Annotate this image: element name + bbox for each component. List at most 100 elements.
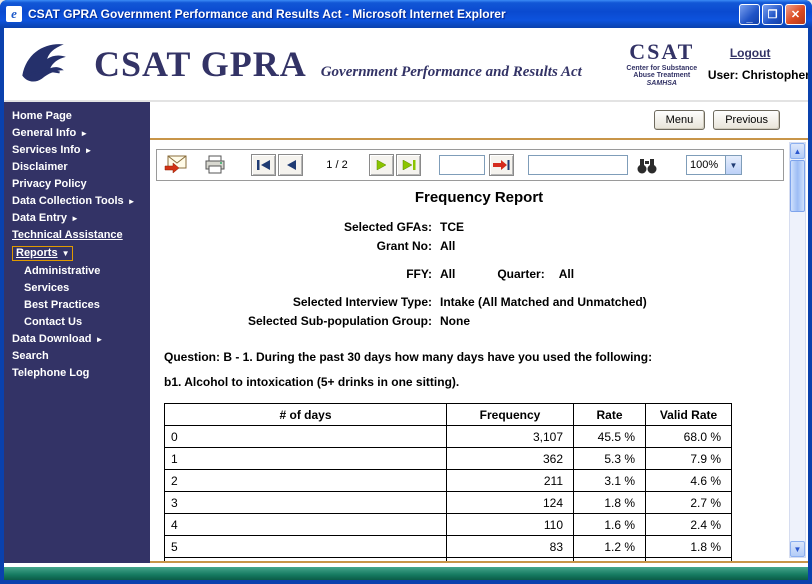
close-button[interactable]: ✕	[785, 3, 806, 25]
table-header-row: # of days Frequency Rate Valid Rate	[164, 403, 732, 426]
sidebar-item-services[interactable]: Services	[4, 280, 150, 297]
table-row: 1 362 5.3 % 7.9 %	[164, 447, 732, 470]
brand-title: CSAT GPRA	[94, 44, 307, 84]
sidebar-item-privacy-policy[interactable]: Privacy Policy	[4, 176, 150, 193]
brand-subtitle: Government Performance and Results Act	[320, 64, 582, 80]
sidebar-item-label: Administrative	[24, 265, 101, 277]
meta-subpopulation: Selected Sub-population Group: None	[164, 312, 794, 331]
csat-logo-org: SAMHSA	[646, 79, 677, 87]
cell-days: 0	[164, 425, 447, 448]
sidebar-item-contact-us[interactable]: Contact Us	[4, 314, 150, 331]
export-icon[interactable]	[163, 153, 189, 177]
ie-icon: e	[6, 6, 22, 22]
page-button-row: Menu Previous	[150, 102, 808, 138]
meta-grant-no: Grant No: All	[164, 237, 794, 256]
sidebar-item-label: Data Entry	[12, 212, 68, 224]
sidebar-item-reports[interactable]: Reports ▼	[4, 244, 150, 263]
sidebar-item-technical-assistance[interactable]: Technical Assistance	[4, 227, 150, 244]
sidebar-item-data-collection-tools[interactable]: Data Collection Tools ►	[4, 193, 150, 210]
meta-label: Selected Interview Type:	[292, 295, 432, 309]
sidebar-item-administrative[interactable]: Administrative	[4, 263, 150, 280]
minimize-button[interactable]: _	[739, 3, 760, 25]
meta-value: None	[440, 314, 470, 328]
quarter-label: Quarter:	[497, 267, 545, 281]
arrow-right-icon: ►	[80, 129, 89, 138]
goto-page-input[interactable]	[439, 155, 485, 175]
logout-link[interactable]: Logout	[729, 46, 771, 60]
print-icon[interactable]	[203, 154, 227, 176]
sidebar-item-label: Best Practices	[24, 299, 100, 311]
report-title: Frequency Report	[414, 189, 544, 206]
cell-rate: 1.6 %	[573, 513, 646, 536]
scroll-down-button[interactable]: ▼	[790, 541, 805, 557]
cell-frequency: 124	[446, 491, 574, 514]
meta-value: TCE	[440, 220, 464, 234]
window-title: CSAT GPRA Government Performance and Res…	[28, 7, 506, 21]
cell-valid-rate: 1.8 %	[645, 535, 732, 558]
prev-page-button[interactable]	[278, 154, 303, 176]
report-toolbar: 1 / 2	[156, 149, 784, 181]
zoom-select[interactable]: 100% ▼	[686, 155, 742, 175]
sidebar-item-search[interactable]: Search	[4, 348, 150, 365]
cell-rate: 1.8 %	[573, 491, 646, 514]
col-header-frequency: Frequency	[446, 403, 574, 426]
last-page-button[interactable]	[396, 154, 421, 176]
sidebar-item-label: Services	[24, 282, 70, 294]
search-text-input[interactable]	[528, 155, 628, 175]
sidebar-item-label: Search	[12, 350, 49, 362]
sidebar-item-general-info[interactable]: General Info ►	[4, 125, 150, 142]
sidebar-item-label: Privacy Policy	[12, 178, 87, 190]
cell-days: 5	[164, 535, 447, 558]
meta-selected-gfas: Selected GFAs: TCE	[164, 218, 794, 237]
scroll-thumb[interactable]	[790, 160, 805, 212]
quarter-value: All	[558, 267, 575, 281]
sidebar-item-label: General Info	[12, 127, 77, 139]
sidebar-item-home-page[interactable]: Home Page	[4, 108, 150, 125]
sidebar-item-data-entry[interactable]: Data Entry ►	[4, 210, 150, 227]
sidebar-item-disclaimer[interactable]: Disclaimer	[4, 159, 150, 176]
sidebar-item-label: Data Download	[12, 333, 92, 345]
sidebar-item-telephone-log[interactable]: Telephone Log	[4, 365, 150, 382]
table-row: 4 110 1.6 % 2.4 %	[164, 513, 732, 536]
scroll-up-button[interactable]: ▲	[790, 143, 805, 159]
site-header: CSAT GPRA Government Performance and Res…	[4, 28, 808, 102]
meta-label: Grant No:	[376, 239, 432, 253]
sidebar: Home Page General Info ► Services Info ► D…	[4, 102, 150, 563]
arrow-right-icon: ►	[95, 335, 104, 344]
user-block: Logout User: Christopher Shumway	[708, 46, 808, 82]
cell-valid-rate: 68.0 %	[645, 425, 732, 448]
table-row: 2 211 3.1 % 4.6 %	[164, 469, 732, 492]
menu-button[interactable]: Menu	[653, 110, 706, 130]
first-page-button[interactable]	[251, 154, 276, 176]
vertical-scrollbar[interactable]: ▲ ▼	[789, 142, 806, 558]
col-header-rate: Rate	[573, 403, 646, 426]
divider-top	[150, 138, 808, 140]
sidebar-item-services-info[interactable]: Services Info ►	[4, 142, 150, 159]
user-name: User: Christopher Shumway	[707, 68, 808, 82]
csat-logo-subtitle: Center for Substance Abuse Treatment	[626, 64, 698, 80]
previous-button[interactable]: Previous	[713, 110, 780, 130]
cell-frequency: 3,107	[446, 425, 574, 448]
meta-value: All Quarter: All	[440, 265, 794, 284]
search-binoculars-icon[interactable]	[636, 157, 658, 174]
hhs-eagle-logo	[14, 34, 70, 95]
cell-days: 3	[164, 491, 447, 514]
cell-valid-rate: 1.2 %	[645, 557, 732, 561]
combo-arrow-icon[interactable]: ▼	[725, 156, 741, 174]
title-bar[interactable]: e CSAT GPRA Government Performance and R…	[0, 0, 812, 28]
cell-rate: 3.1 %	[573, 469, 646, 492]
sidebar-item-best-practices[interactable]: Best Practices	[4, 297, 150, 314]
question-line-2: b1. Alcohol to intoxication (5+ drinks i…	[164, 375, 460, 389]
sidebar-item-data-download[interactable]: Data Download ►	[4, 331, 150, 348]
csat-logo: CSAT Center for Substance Abuse Treatmen…	[616, 40, 708, 87]
goto-page-button[interactable]	[489, 154, 514, 176]
cell-valid-rate: 7.9 %	[645, 447, 732, 470]
sidebar-item-label: Home Page	[12, 110, 72, 122]
sidebar-item-label: Telephone Log	[12, 367, 90, 379]
sidebar-item-label: Reports	[16, 247, 58, 259]
next-page-button[interactable]	[369, 154, 394, 176]
maximize-button[interactable]: ❐	[762, 3, 783, 25]
meta-label: FFY:	[406, 267, 432, 281]
meta-ffy-quarter: FFY: All Quarter: All	[164, 265, 794, 284]
